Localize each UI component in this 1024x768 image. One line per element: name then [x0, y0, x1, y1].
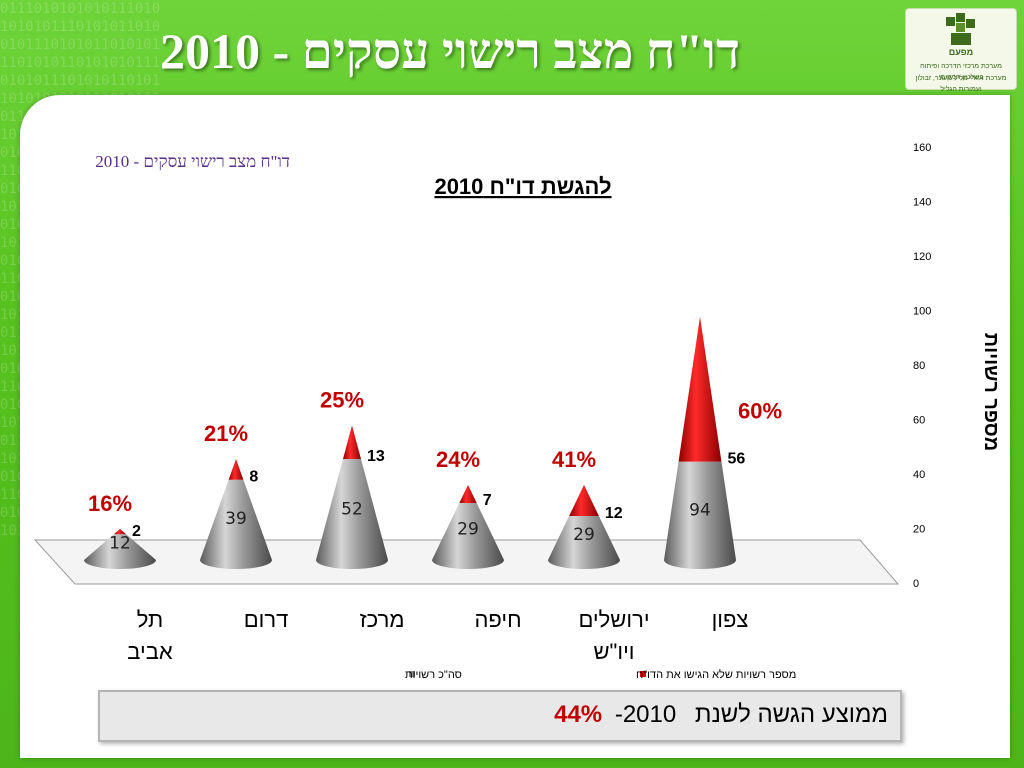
percent-label: 41%	[552, 447, 596, 472]
y-tick-label: 0	[913, 578, 919, 590]
legend-swatch	[409, 671, 415, 677]
red-value-label: 7	[483, 492, 492, 509]
logo-tagline: מערכת מרכזי הדרכה ופיתוח בשלטון המקומי	[920, 63, 1002, 81]
percent-label: 24%	[436, 447, 480, 472]
summary-year: 2010-	[614, 701, 677, 728]
percent-label: 25%	[320, 387, 364, 412]
legend-label: מספר רשויות שלא הגישו את הדו"ח	[636, 668, 796, 681]
red-value-label: 56	[727, 451, 745, 468]
summary-value: 44%	[554, 701, 603, 728]
gray-cone-segment	[84, 534, 156, 569]
summary-text: ממוצע הגשה לשנת 2010- 44%	[554, 701, 888, 729]
y-axis-label: מספר רשויות	[980, 333, 1002, 452]
category-label: צפון	[712, 607, 749, 632]
red-value-label: 2	[132, 523, 141, 540]
summary-box: ממוצע הגשה לשנת 2010- 44%	[98, 690, 902, 742]
percent-label: 60%	[738, 399, 782, 424]
y-tick-label: 160	[913, 142, 931, 154]
red-cone-tip	[459, 484, 477, 504]
red-cone-tip	[114, 528, 126, 535]
percent-label: 16%	[88, 491, 132, 516]
red-value-label: 12	[605, 505, 623, 522]
gray-cone-segment	[548, 515, 620, 569]
gray-cone-segment	[432, 503, 504, 569]
total-value-label: 94	[689, 501, 711, 521]
logo-tagline-2: מערכת אזורי נוליל מעונר, זבולון ועמורות …	[915, 75, 1007, 93]
red-cone-tip	[228, 459, 244, 480]
red-cone-tip	[678, 316, 722, 462]
total-value-label: 12	[109, 533, 131, 553]
y-tick-label: 120	[913, 251, 931, 263]
red-value-label: 13	[367, 448, 385, 465]
percent-label: 21%	[204, 421, 248, 446]
y-tick-label: 40	[913, 469, 925, 481]
red-cone-tip	[569, 484, 599, 516]
y-tick-label: 140	[913, 197, 931, 209]
gray-cone-segment	[664, 461, 736, 569]
logo-brand: מפעם	[948, 47, 974, 57]
total-value-label: 52	[341, 500, 363, 520]
slide-subtitle: דו"ח מצב רישוי עסקים - 2010	[95, 152, 290, 171]
organization-logo: מפעם מערכת מרכזי הדרכה ופיתוח בשלטון המק…	[905, 8, 1017, 93]
summary-label: ממוצע הגשה לשנת	[694, 701, 888, 728]
y-tick-label: 20	[913, 524, 925, 536]
category-label: תל	[137, 607, 163, 632]
y-tick-label: 100	[913, 306, 931, 318]
content-panel	[20, 95, 1010, 758]
slide-title: דו"ח מצב רישוי עסקים - 2010	[159, 23, 741, 79]
red-cone-tip	[343, 425, 361, 460]
total-value-label: 29	[573, 525, 595, 545]
legend-label: סה"כ רשויות	[405, 669, 462, 681]
legend-swatch	[640, 671, 646, 677]
total-value-label: 29	[457, 519, 479, 539]
category-label: דרום	[244, 607, 289, 632]
y-tick-label: 80	[913, 360, 925, 372]
gray-cone-segment	[200, 479, 272, 569]
y-tick-label: 60	[913, 415, 925, 427]
red-value-label: 8	[249, 469, 258, 486]
category-label: אביב	[127, 639, 173, 664]
total-value-label: 39	[225, 509, 247, 529]
gray-cone-segment	[316, 459, 388, 569]
category-label: ירושלים	[578, 607, 649, 632]
category-label: מרכז	[360, 607, 405, 632]
category-label: חיפה	[474, 607, 521, 632]
chart-title: להגשת דו"ח 2010	[434, 174, 611, 199]
category-label: ויו"ש	[593, 639, 634, 664]
